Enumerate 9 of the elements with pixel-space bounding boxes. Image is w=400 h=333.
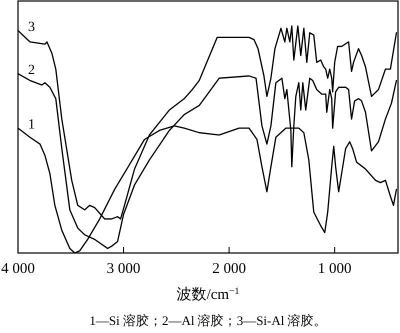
series-label: 1: [28, 117, 35, 132]
x-tick-label: 4 000: [1, 261, 35, 277]
text: 1—Si 溶胶；2—Al 溶胶；3—Si-Al 溶胶。: [89, 313, 327, 328]
x-tick-label: 1 000: [318, 261, 352, 277]
x-axis-title: 波数/cm$^{−1}$: [176, 286, 240, 303]
series-label: 2: [28, 62, 35, 78]
series-label: 3: [28, 20, 35, 35]
x-tick-label: 2 000: [212, 261, 246, 277]
x-tick-label: 3 000: [106, 261, 140, 277]
